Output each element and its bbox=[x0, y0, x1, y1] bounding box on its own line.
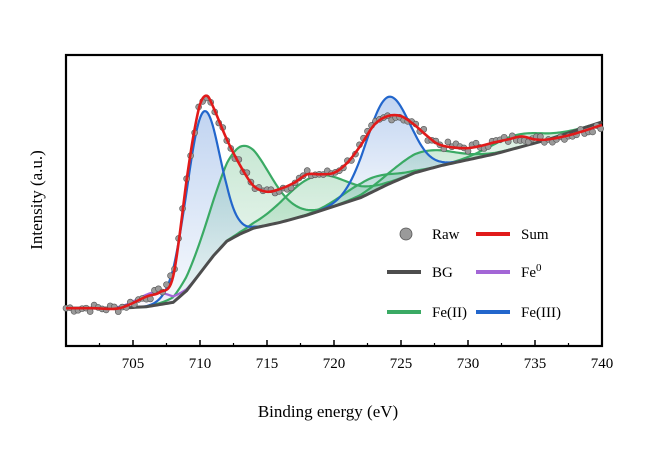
y-axis-label: Intensity (a.u.) bbox=[27, 150, 46, 250]
legend-item: Fe(II) bbox=[387, 305, 467, 321]
raw-point bbox=[444, 138, 452, 146]
legend-label: Fe(III) bbox=[521, 305, 561, 321]
sum-line bbox=[66, 94, 603, 311]
x-tick-label: 705 bbox=[122, 356, 145, 372]
legend-label: BG bbox=[432, 265, 453, 281]
legend-item: BG bbox=[387, 265, 453, 281]
x-axis-label: Binding energy (eV) bbox=[258, 402, 398, 421]
bg-curve bbox=[66, 120, 603, 310]
legend: Raw Sum BG Fe0 Fe(II) Fe(III) bbox=[387, 227, 561, 321]
feiii-peak-fill-0 bbox=[135, 111, 270, 308]
legend-label: Fe0 bbox=[521, 262, 542, 281]
feiii-peak-0 bbox=[135, 109, 270, 309]
legend-item: Fe0 bbox=[476, 262, 542, 281]
x-tick-label: 710 bbox=[189, 356, 212, 372]
legend-label: Sum bbox=[521, 227, 549, 243]
legend-item: Fe(III) bbox=[476, 305, 561, 321]
raw-point bbox=[86, 308, 94, 315]
x-tick-label: 735 bbox=[524, 356, 547, 372]
x-tick-label: 715 bbox=[256, 356, 279, 372]
legend-marker bbox=[399, 227, 413, 241]
legend-label: Raw bbox=[432, 227, 460, 243]
legend-superscript: 0 bbox=[536, 262, 542, 274]
feiii-peak-fill-1 bbox=[301, 96, 474, 217]
legend-item: Raw bbox=[399, 227, 460, 243]
sum-curve bbox=[66, 94, 603, 311]
x-tick-label: 730 bbox=[457, 356, 480, 372]
component-curves bbox=[66, 95, 603, 310]
x-tick-label: 740 bbox=[591, 356, 614, 372]
x-tick-label: 725 bbox=[390, 356, 413, 372]
x-tick-label: 720 bbox=[323, 356, 346, 372]
x-axis-ticks: 705 710 715 720 725 730 735 740 bbox=[98, 340, 614, 372]
feii-peak-fill-1 bbox=[190, 166, 438, 286]
legend-item: Sum bbox=[476, 227, 549, 243]
legend-label: Fe(II) bbox=[432, 305, 467, 321]
feiii-peak-1 bbox=[301, 95, 474, 218]
fe0-peak-fill-0 bbox=[88, 251, 218, 309]
